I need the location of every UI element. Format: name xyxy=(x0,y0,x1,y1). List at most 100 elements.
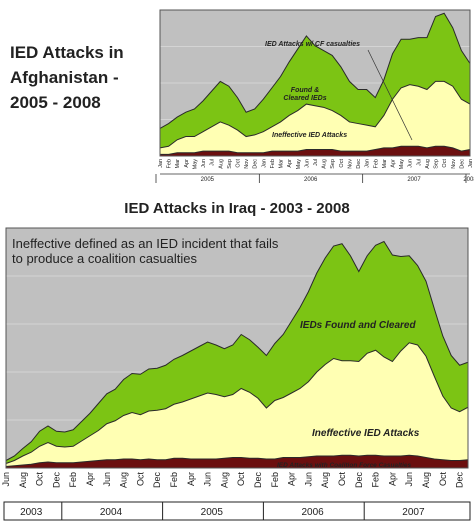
x-tick-label: Dec xyxy=(354,472,364,489)
x-tick-label: Feb xyxy=(169,472,179,488)
afghanistan-chart-title: IED Attacks in Afghanistan - 2005 - 2008 xyxy=(10,40,160,115)
x-tick-label: Dec xyxy=(455,472,465,489)
x-tick-label: Mar xyxy=(382,159,388,169)
x-tick-label: Jun xyxy=(408,159,414,168)
year-label: 2008 xyxy=(463,177,474,183)
x-tick-label: Mar xyxy=(175,159,181,169)
year-label: 2007 xyxy=(402,507,425,518)
iraq-chart-note: Ineffective defined as an IED incident t… xyxy=(12,236,279,266)
x-tick-label: Jan xyxy=(158,159,164,168)
x-tick-label: Sep xyxy=(434,159,440,169)
afghanistan-chart: Jan Feb Mar Apr May Jun Jul Aug Sep Oct Nov Dec Jan F… xyxy=(155,9,474,183)
x-tick-label: Aug xyxy=(18,472,28,488)
year-label: 2003 xyxy=(20,507,43,518)
x-tick-label: Dec xyxy=(253,159,259,169)
year-label: 2006 xyxy=(304,177,318,183)
afghanistan-title-line-3: 2005 - 2008 xyxy=(10,93,101,112)
x-tick-label: Jul xyxy=(313,159,319,166)
x-tick-label: Oct xyxy=(339,159,345,168)
x-tick-label: Jul xyxy=(416,159,422,166)
afghanistan-title-line-1: IED Attacks in xyxy=(10,43,124,62)
annotation-found-cleared: IEDs Found and Cleared xyxy=(300,320,416,331)
x-tick-label: Jan xyxy=(261,159,267,168)
annotation-pointer xyxy=(367,49,413,141)
x-tick-label: Aug xyxy=(421,472,431,488)
x-tick-label: Oct xyxy=(438,472,448,487)
x-tick-label: Dec xyxy=(253,472,263,489)
x-tick-label: Oct xyxy=(236,472,246,487)
x-tick-label: Nov xyxy=(451,159,457,169)
year-label: 2005 xyxy=(201,507,224,518)
x-tick-label: Aug xyxy=(320,472,330,488)
area-series-2 xyxy=(6,342,468,467)
year-label: 2005 xyxy=(201,177,215,183)
x-tick-label: Jan xyxy=(468,159,474,168)
x-tick-label: Apr xyxy=(287,472,297,486)
x-tick-label: Jun xyxy=(201,159,207,168)
annotation-cf-casualties: IED Attacks w/ CF casualties xyxy=(265,41,360,48)
x-tick-label: Dec xyxy=(356,159,362,169)
x-tick-label: Apr xyxy=(184,159,190,168)
x-tick-label: Sep xyxy=(330,159,336,169)
x-tick-label: Nov xyxy=(244,159,250,169)
iraq-chart: Jun Aug Oct Dec Feb Apr Jun Aug Oct Dec Feb Apr Jun A… xyxy=(1,227,471,521)
x-tick-label: Jan xyxy=(365,159,371,168)
x-tick-label: May xyxy=(399,159,405,170)
annotation-cf-casualties: IED Attacks with Coalition Force Casualt… xyxy=(277,462,412,469)
year-band xyxy=(3,501,471,521)
x-tick-label: Apr xyxy=(391,159,397,168)
annotation-found-cleared: Found & Cleared IEDs xyxy=(283,87,326,102)
x-tick-label: Oct xyxy=(135,472,145,487)
x-tick-label: Jun xyxy=(203,472,213,487)
plot-border xyxy=(5,227,469,469)
x-tick-label: Apr xyxy=(186,472,196,486)
year-label: 2006 xyxy=(301,507,324,518)
x-tick-label: Feb xyxy=(68,472,78,488)
year-label: 2007 xyxy=(407,177,421,183)
x-tick-label: Dec xyxy=(152,472,162,489)
series-outline-3 xyxy=(5,240,469,461)
x-tick-label: Jun xyxy=(102,472,112,487)
x-tick-label: Feb xyxy=(167,159,173,168)
series-outline-1 xyxy=(160,145,471,155)
x-tick-label: Aug xyxy=(119,472,129,488)
x-tick-label: Jun xyxy=(404,472,414,487)
area-series-3 xyxy=(160,13,470,148)
x-tick-label: May xyxy=(296,159,302,170)
x-tick-label: Oct xyxy=(236,159,242,168)
x-tick-label: Dec xyxy=(51,472,61,489)
series-outline-1 xyxy=(5,454,469,467)
area-series-3 xyxy=(6,241,468,464)
iraq-chart-title: IED Attacks in Iraq - 2003 - 2008 xyxy=(124,200,350,217)
x-tick-label: Aug xyxy=(218,159,224,169)
x-tick-label: May xyxy=(192,159,198,170)
x-tick-label: Aug xyxy=(425,159,431,169)
x-tick-label: Jun xyxy=(304,159,310,168)
x-tick-label: Jun xyxy=(303,472,313,487)
series-outline-2 xyxy=(5,342,469,464)
x-tick-label: Aug xyxy=(322,159,328,169)
x-tick-label: Apr xyxy=(387,472,397,486)
x-tick-label: Oct xyxy=(337,472,347,487)
x-tick-label: Feb xyxy=(373,159,379,168)
afghanistan-title-line-2: Afghanistan - xyxy=(10,68,119,87)
x-tick-label: Sep xyxy=(227,159,233,169)
x-tick-label: Apr xyxy=(287,159,293,168)
x-tick-label: Oct xyxy=(35,472,45,487)
year-label: 2004 xyxy=(100,507,123,518)
x-tick-label: Oct xyxy=(442,159,448,168)
x-tick-label: Mar xyxy=(279,159,285,169)
x-tick-label: Apr xyxy=(85,472,95,486)
plot-border xyxy=(159,9,471,157)
series-outline-3 xyxy=(159,12,471,129)
x-tick-label: Feb xyxy=(371,472,381,488)
x-tick-label: Aug xyxy=(219,472,229,488)
annotation-ineffective: Ineffective IED Attacks xyxy=(272,132,347,139)
x-tick-label: Feb xyxy=(270,472,280,488)
area-series-1 xyxy=(160,146,470,156)
x-tick-label: Dec xyxy=(459,159,465,169)
x-tick-label: Jul xyxy=(210,159,216,166)
x-tick-label: Jun xyxy=(1,472,11,487)
x-tick-label: Nov xyxy=(347,159,353,169)
